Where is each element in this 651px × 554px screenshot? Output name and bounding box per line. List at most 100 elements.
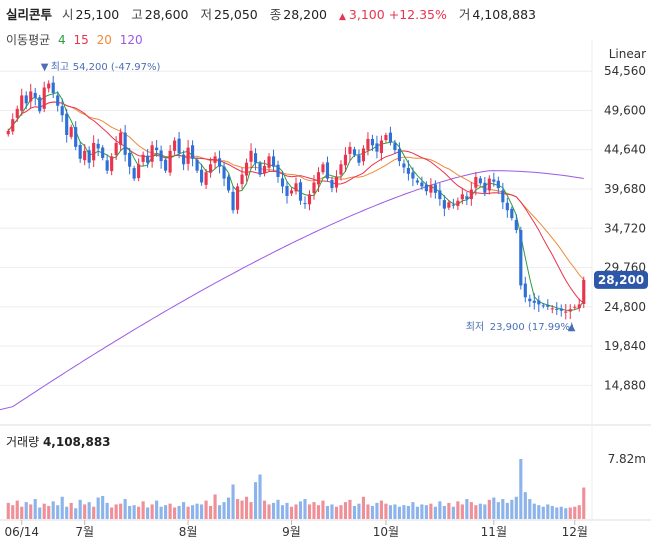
candle-body [235,186,240,210]
volume-bar [564,508,568,519]
candle-body [442,200,446,209]
candle-body [141,154,145,162]
volume-bar [33,499,37,519]
candle-body [20,95,24,111]
volume-panel-title: 거래량 [6,435,40,449]
volume-label: 거 [458,7,471,22]
candle-body [159,150,163,162]
open-value: 25,100 [75,7,120,22]
candle-body [6,131,10,135]
annotations: ▼ 최고 54,200 (-47.97%) 최저 23,900 (17.99%)▲ [41,61,576,333]
candle-body [240,174,244,185]
volume-bar [47,505,51,519]
volume-bar [267,504,271,519]
candle-body [325,162,330,179]
candle-body [501,190,505,203]
candle-body [424,184,428,192]
volume-bar [146,507,150,519]
candle-body [402,163,406,168]
candle-body [78,144,82,159]
candle-body [38,97,42,112]
volume-bar [294,504,298,519]
volume-bar [460,504,464,519]
candle-body [222,166,226,179]
scale-label[interactable]: Linear [609,47,646,61]
candle-body [352,149,357,155]
volume-bar [209,505,213,519]
volume-bar [182,502,186,519]
candle-body [330,179,334,189]
moving-average-label: 이동평균 [6,33,51,47]
price-tick-label: 34,720 [604,221,646,235]
low-label: 저 [200,7,213,22]
volume-bar [132,505,136,519]
candle-body [146,155,150,163]
volume-bar [501,499,505,519]
volume-bar [334,506,339,519]
volume-bar [339,505,343,519]
candle-body [505,202,509,211]
candle-body [213,156,217,163]
volume-bar [38,507,42,519]
volume-bar [137,506,141,519]
candle-body [87,150,91,163]
candle-body [339,164,343,175]
volume-bar [388,505,392,519]
candle-body [114,142,118,155]
volume-bar [110,507,114,519]
candle-body [582,279,586,304]
volume-bar [177,505,181,519]
volume-bar [262,500,267,519]
volume-bar [496,502,500,519]
candle-body [33,92,37,98]
volume-bar [442,505,446,519]
candle-body [438,190,442,200]
ma-20: 20 [96,33,112,47]
volume-panel-value: 4,108,883 [42,435,111,449]
time-tick-label: 8월 [179,525,198,539]
ma-15-polyline [7,101,585,304]
candle-body [168,150,172,173]
candle-body [465,196,469,200]
volume-bar [29,504,33,519]
candle-body [429,184,433,193]
moving-average-legend[interactable]: 이동평균 4 15 20 120 [6,31,147,48]
time-axis[interactable]: 06/14 7월 8월 9월 10월 11월 12월 [4,520,588,539]
candle-body [298,182,303,201]
volume-bar [213,494,217,519]
volume-bar [258,474,262,519]
candle-body [204,172,208,185]
volume-bar [325,505,330,519]
volume-bar [559,506,563,519]
volume-bar [92,506,96,519]
volume-bar [168,503,172,519]
price-axis[interactable]: 54,56049,60044,64039,68034,72029,76024,8… [604,64,646,392]
candle-body [384,135,388,141]
volume-bar [249,502,253,519]
candle-body [334,176,339,188]
volume-bar [433,506,437,519]
candle-body [483,182,487,193]
volume-bar [60,496,64,519]
volume-bar [285,502,289,519]
volume-bar [541,506,545,519]
candle-body [137,164,141,179]
candle-body [74,127,78,147]
candle-body [249,150,253,162]
volume-bar [429,503,433,519]
volume-bar [546,504,550,519]
candle-body [361,148,366,162]
volume-bar [123,499,127,519]
time-tick-label: 12월 [562,525,588,539]
candle-body [456,200,460,206]
candle-body [487,178,491,191]
time-tick-label: 10월 [373,525,399,539]
volume-bar [375,502,379,519]
volume-bar [253,482,258,519]
volume-bar [478,503,482,519]
close-label: 종 [269,7,282,22]
candle-body [280,178,285,187]
price-tick-label: 24,800 [604,300,646,314]
volume-bar [312,502,316,519]
